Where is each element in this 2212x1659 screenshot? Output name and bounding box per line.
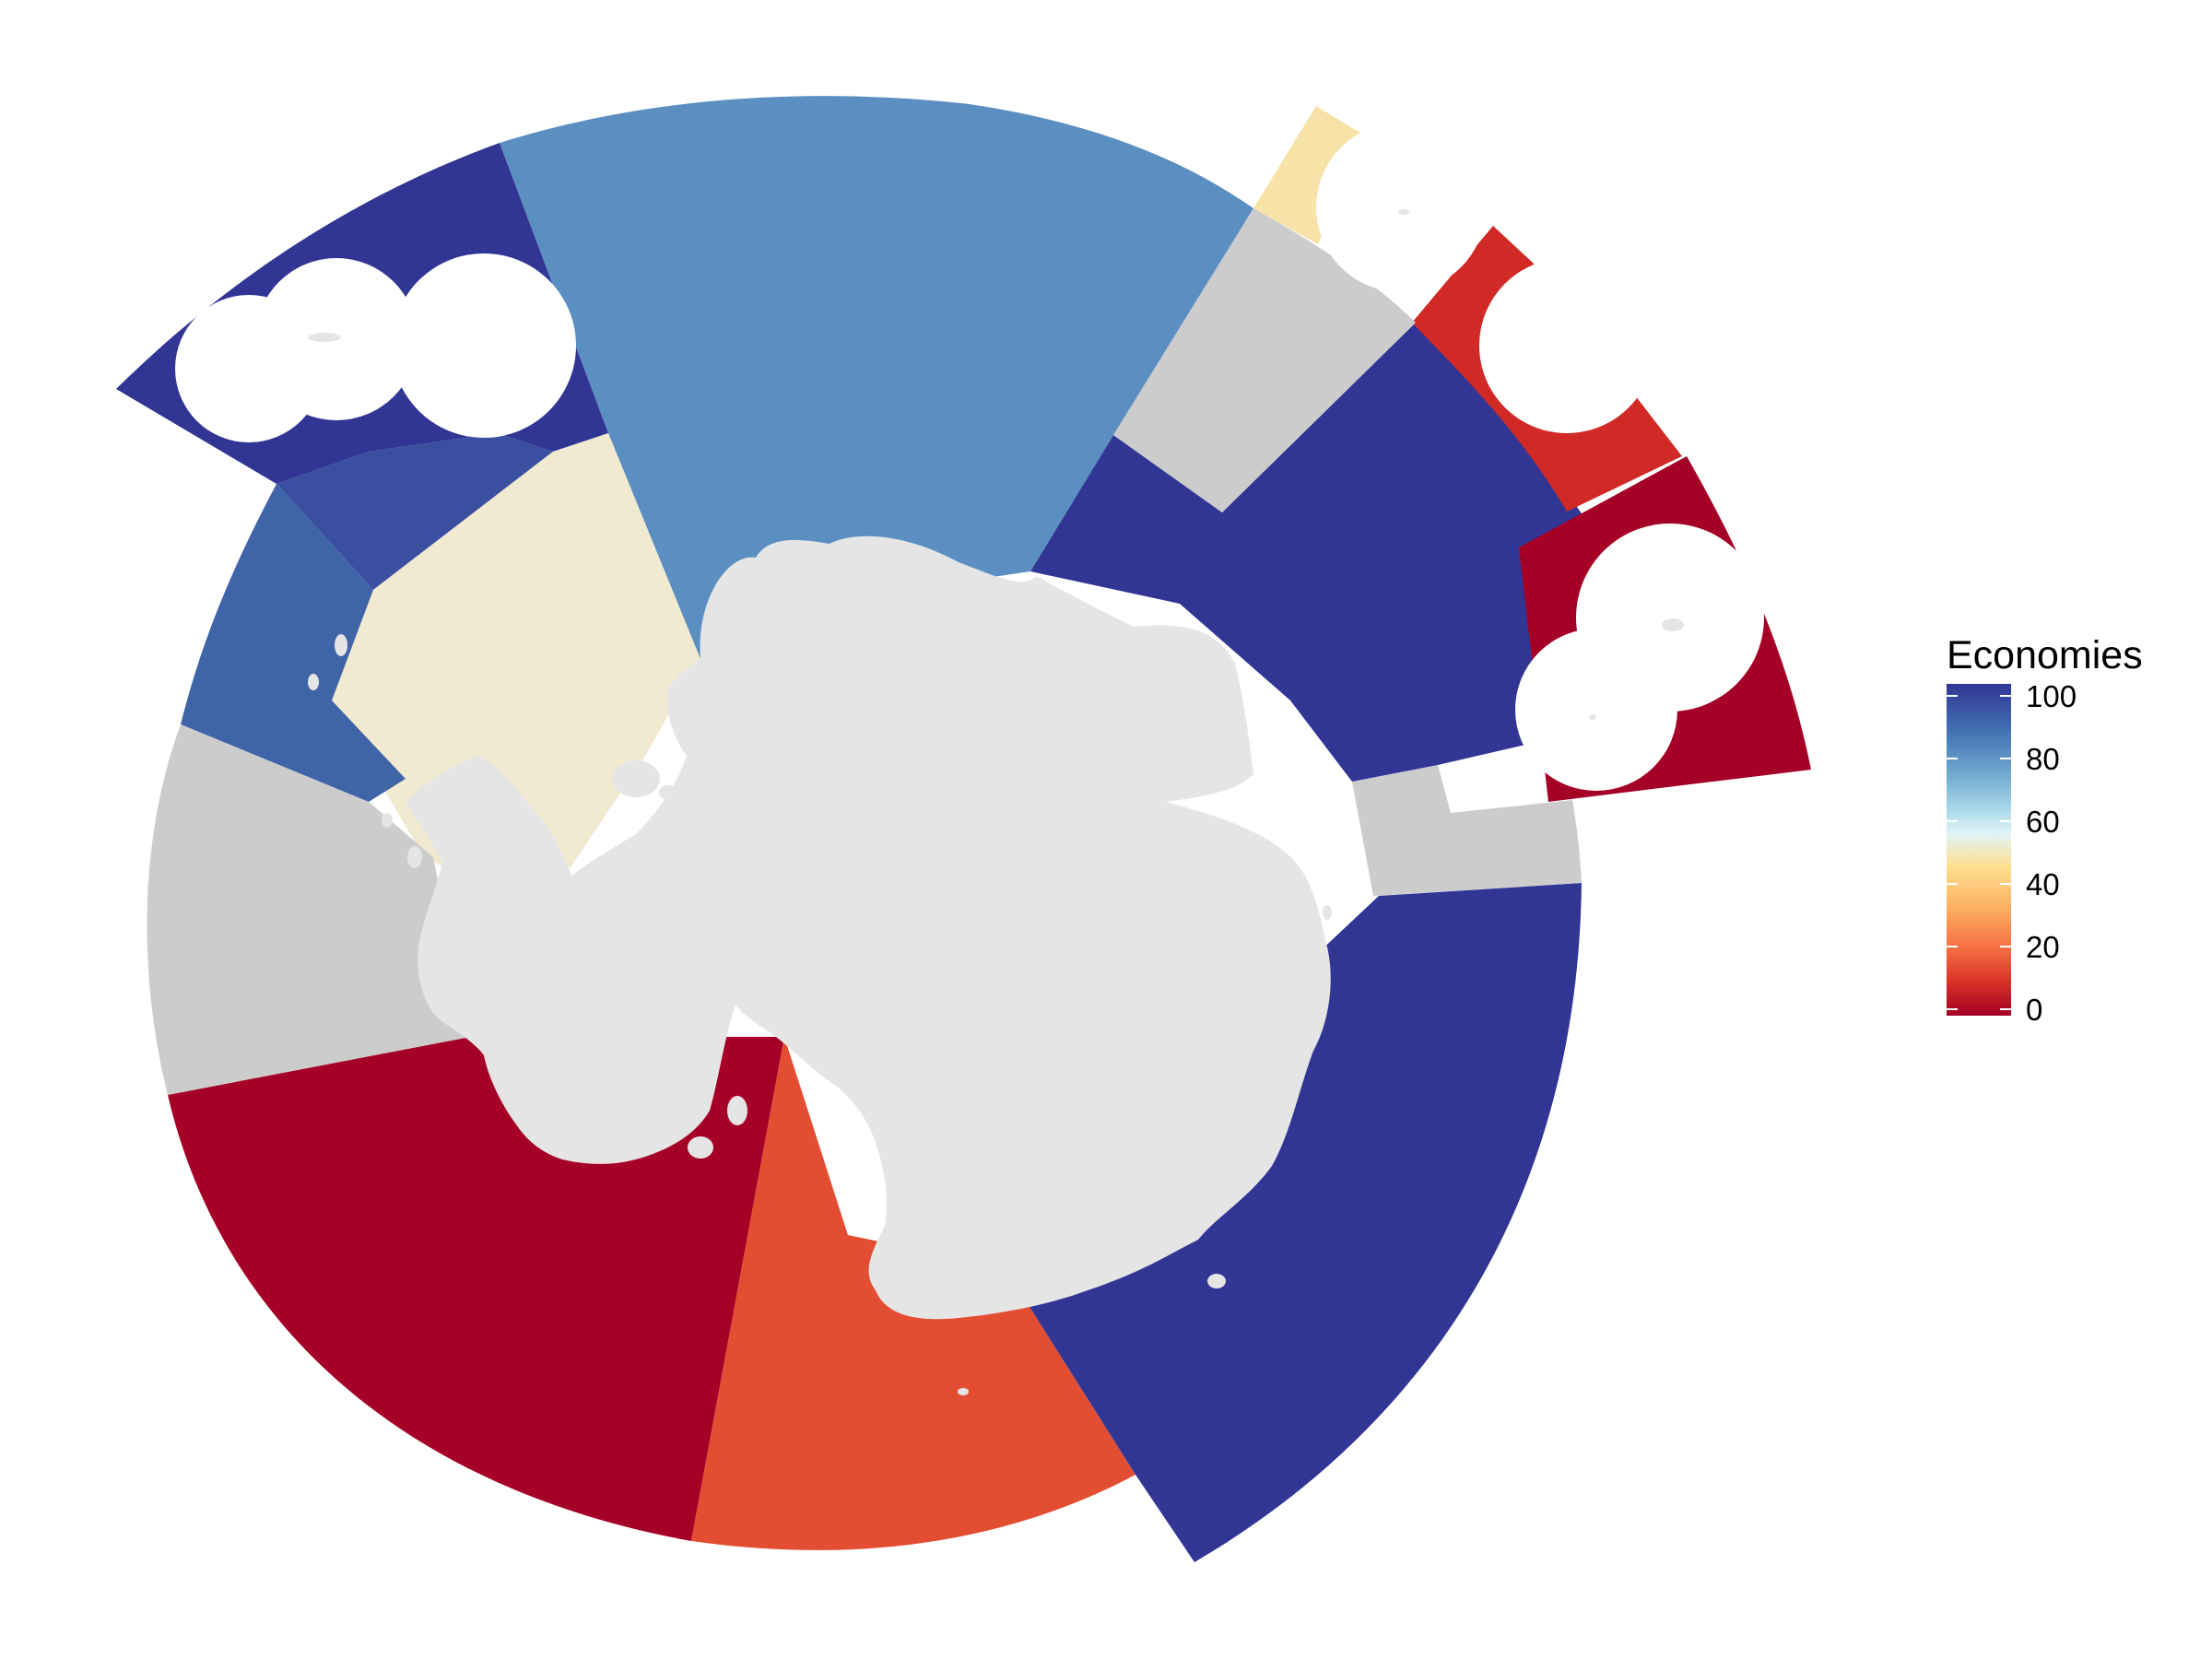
sector-northwest-inner-blue — [276, 433, 553, 590]
legend-tick-100: 100 — [2026, 679, 2077, 713]
island-7 — [382, 813, 393, 828]
island-11 — [958, 1388, 969, 1395]
island-1 — [612, 760, 660, 797]
island-9 — [308, 674, 319, 690]
legend-ticks — [1947, 695, 2011, 1010]
mask-circle-e-2 — [1515, 629, 1677, 791]
island-10 — [1207, 1274, 1226, 1288]
island-e-small — [1589, 714, 1596, 720]
legend-title: Economies — [1947, 633, 2143, 677]
sector-northeast-grey — [1113, 208, 1416, 512]
legend-colorbar — [1947, 684, 2011, 1016]
island-4 — [688, 1136, 713, 1159]
island-5 — [508, 1088, 524, 1114]
island-12 — [1323, 905, 1332, 920]
small-islands — [308, 209, 1684, 720]
peninsula-islands — [308, 634, 1332, 1395]
legend: Economies 100 80 60 40 20 0 — [1947, 633, 2143, 1027]
island-6 — [407, 846, 422, 868]
legend-tick-20: 20 — [2026, 930, 2060, 964]
sector-east-grey — [1352, 765, 1582, 896]
mask-circle-nw-3 — [392, 253, 576, 438]
sector-west-blue — [181, 484, 406, 802]
sector-southeast-dark-blue — [1005, 883, 1582, 1562]
legend-tick-80: 80 — [2026, 742, 2060, 776]
island-8 — [335, 634, 347, 656]
sector-east-dark-blue — [1030, 323, 1583, 782]
antarctica-landmass — [406, 535, 1331, 1320]
legend-tick-0: 0 — [2026, 993, 2042, 1027]
legend-tick-40: 40 — [2026, 867, 2060, 901]
sector-west-grey — [147, 724, 471, 1095]
island-masks — [175, 123, 1764, 791]
island-ne — [1398, 209, 1409, 215]
island-nw — [308, 333, 341, 342]
island-e — [1662, 618, 1684, 631]
sector-south-dark-red — [168, 1037, 784, 1541]
mask-circle-ne-1 — [1316, 123, 1486, 292]
mask-circle-ne-2 — [1479, 258, 1654, 433]
legend-tick-60: 60 — [2026, 805, 2060, 839]
sector-north-mid-blue — [500, 96, 1253, 659]
island-3 — [727, 1096, 747, 1125]
sector-north-light-yellow — [1253, 106, 1370, 244]
island-2 — [659, 785, 677, 800]
sector-peninsula-cream — [332, 433, 700, 903]
